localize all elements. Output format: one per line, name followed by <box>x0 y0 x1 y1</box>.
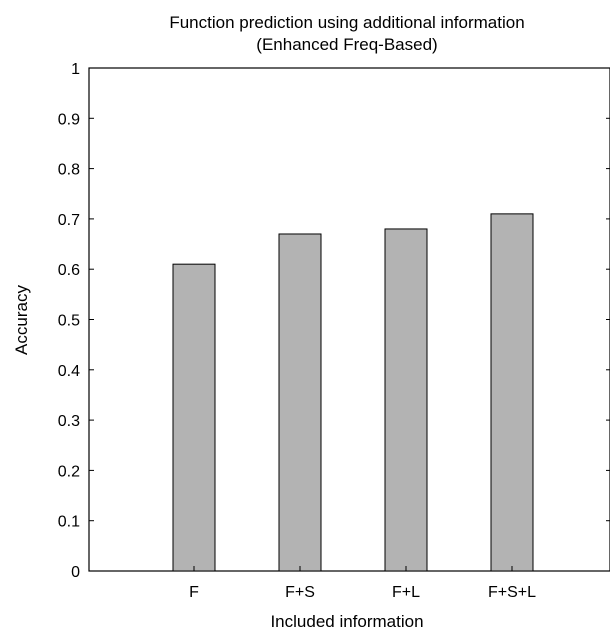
bar-f-plus-s-plus-l <box>490 213 534 572</box>
y-tick-label: 1 <box>71 61 80 78</box>
bars <box>172 213 534 572</box>
x-axis-label: Included information <box>270 612 423 631</box>
y-tick-label: 0.9 <box>58 111 80 128</box>
y-tick-label: 0.2 <box>58 463 80 480</box>
y-tick-label: 0.1 <box>58 514 80 531</box>
y-tick-label: 0.6 <box>58 262 80 279</box>
x-tick-label: F+S <box>285 584 315 601</box>
y-tick-label: 0.7 <box>58 212 80 229</box>
y-tick-label: 0.4 <box>58 363 80 380</box>
chart-subtitle: (Enhanced Freq-Based) <box>256 35 437 54</box>
bar-f-plus-s <box>278 233 322 572</box>
bar-f-plus-l <box>384 228 428 572</box>
x-tick-label: F+L <box>392 584 420 601</box>
x-tick-label: F <box>189 584 199 601</box>
bar-f <box>172 263 216 572</box>
y-tick-label: 0.3 <box>58 413 80 430</box>
y-tick-label: 0.5 <box>58 313 80 330</box>
chart-title: Function prediction using additional inf… <box>169 13 524 32</box>
y-axis-label: Accuracy <box>12 285 31 355</box>
x-tick-label: F+S+L <box>488 584 536 601</box>
y-tick-label: 0.8 <box>58 162 80 179</box>
x-axis: F F+S F+L F+S+L <box>189 566 536 601</box>
y-tick-label: 0 <box>71 564 80 581</box>
y-axis: 0 0.1 0.2 0.3 0.4 0.5 0.6 0.7 0.8 0.9 1 <box>58 61 610 581</box>
